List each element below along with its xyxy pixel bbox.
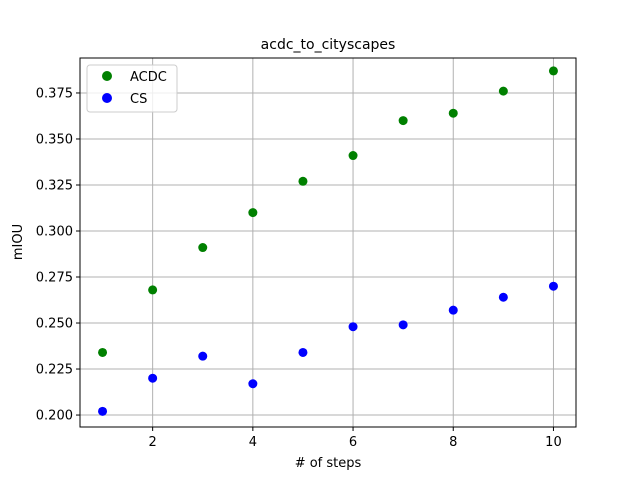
point-cs <box>498 292 508 302</box>
point-acdc <box>148 285 158 295</box>
point-cs <box>298 347 308 357</box>
y-tick-label: 0.375 <box>36 86 73 101</box>
y-axis-label: mIOU <box>11 224 26 260</box>
legend-marker-acdc <box>102 71 112 81</box>
point-acdc <box>548 66 558 76</box>
y-tick-label: 0.300 <box>36 224 73 239</box>
x-axis-ticks: 2 4 6 8 10 <box>149 427 562 450</box>
point-cs <box>248 379 258 389</box>
point-cs <box>548 281 558 291</box>
point-cs <box>448 305 458 315</box>
x-tick-label: 2 <box>149 435 157 450</box>
point-acdc <box>198 243 208 253</box>
y-tick-label: 0.200 <box>36 409 73 424</box>
x-tick-label: 4 <box>249 435 257 450</box>
x-tick-label: 10 <box>545 435 562 450</box>
x-tick-label: 8 <box>449 435 457 450</box>
point-acdc <box>498 86 508 96</box>
point-acdc <box>398 116 408 126</box>
point-cs <box>198 351 208 361</box>
y-axis-ticks: 0.200 0.225 0.250 0.275 0.300 0.325 0.350 0.375 <box>36 86 80 424</box>
x-axis-label: # of steps <box>295 456 362 471</box>
plot-frame <box>79 57 577 428</box>
y-tick-label: 0.250 <box>36 317 73 332</box>
chart-title: acdc_to_cityscapes <box>261 37 396 53</box>
point-cs <box>348 322 358 332</box>
grid-lines <box>80 58 576 427</box>
data-points <box>98 66 558 416</box>
point-cs <box>148 373 158 383</box>
point-acdc <box>98 347 108 357</box>
point-acdc <box>348 151 358 161</box>
y-tick-label: 0.350 <box>36 132 73 147</box>
point-cs <box>398 320 408 330</box>
x-tick-label: 6 <box>349 435 357 450</box>
point-cs <box>98 406 108 416</box>
point-acdc <box>298 176 308 186</box>
y-tick-label: 0.275 <box>36 271 73 286</box>
legend-label-acdc: ACDC <box>130 70 167 85</box>
legend-label-cs: CS <box>130 92 147 107</box>
point-acdc <box>248 208 258 218</box>
y-tick-label: 0.325 <box>36 178 73 193</box>
y-tick-label: 0.225 <box>36 363 73 378</box>
legend: ACDC CS <box>86 64 178 113</box>
point-acdc <box>448 108 458 118</box>
legend-marker-cs <box>102 93 112 103</box>
